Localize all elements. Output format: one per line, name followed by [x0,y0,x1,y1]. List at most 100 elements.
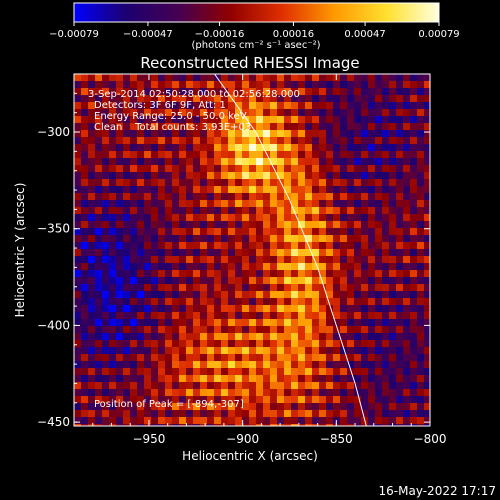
heatmap-cell [410,291,417,298]
heatmap-cell [256,144,263,151]
heatmap-cell [382,172,389,179]
heatmap-cell [270,361,277,368]
heatmap-cell [81,235,88,242]
heatmap-cell [74,235,81,242]
heatmap-cell [228,172,235,179]
heatmap-cell [291,116,298,123]
heatmap-cell [81,158,88,165]
heatmap-cell [137,403,144,410]
heatmap-cell [410,382,417,389]
heatmap-cell [200,193,207,200]
heatmap-cell [333,193,340,200]
heatmap-cell [291,130,298,137]
heatmap-cell [137,277,144,284]
heatmap-cell [326,333,333,340]
heatmap-cell [95,291,102,298]
heatmap-cell [109,74,116,81]
heatmap-cell [242,207,249,214]
heatmap-cell [74,284,81,291]
heatmap-cell [284,347,291,354]
heatmap-cell [270,102,277,109]
colorbar-tick-label: 0.00016 [273,29,314,40]
heatmap-cell [382,284,389,291]
heatmap-cell [193,74,200,81]
heatmap-cell [193,396,200,403]
heatmap-cell [228,165,235,172]
heatmap-cell [102,361,109,368]
heatmap-cell [263,228,270,235]
heatmap-cell [242,382,249,389]
heatmap-cell [144,333,151,340]
heatmap-cell [417,410,424,417]
heatmap-cell [389,88,396,95]
heatmap-cell [144,207,151,214]
heatmap-cell [130,319,137,326]
heatmap-cell [361,263,368,270]
heatmap-cell [326,200,333,207]
heatmap-cell [382,354,389,361]
heatmap-cell [151,214,158,221]
heatmap-cell [123,347,130,354]
heatmap-cell [179,235,186,242]
heatmap-cell [298,312,305,319]
heatmap-cell [312,340,319,347]
heatmap-cell [221,375,228,382]
heatmap-cell [375,88,382,95]
heatmap-cell [165,179,172,186]
heatmap-cell [354,263,361,270]
heatmap-cell [116,319,123,326]
heatmap-cell [375,298,382,305]
heatmap-cell [88,158,95,165]
heatmap-cell [221,368,228,375]
heatmap-cell [172,368,179,375]
heatmap-cell [263,375,270,382]
heatmap-cell [151,228,158,235]
heatmap-cell [375,102,382,109]
heatmap-cell [179,137,186,144]
heatmap-cell [340,263,347,270]
heatmap-cell [319,151,326,158]
heatmap-cell [312,95,319,102]
heatmap-cell [424,137,430,144]
heatmap-cell [179,354,186,361]
heatmap-cell [312,417,319,424]
heatmap-cell [417,312,424,319]
heatmap-cell [347,417,354,424]
heatmap-cell [172,305,179,312]
heatmap-cell [396,214,403,221]
heatmap-cell [214,256,221,263]
heatmap-cell [333,375,340,382]
heatmap-cell [102,396,109,403]
heatmap-cell [368,305,375,312]
heatmap-cell [382,312,389,319]
heatmap-cell [410,389,417,396]
heatmap-cell [319,214,326,221]
heatmap-cell [333,137,340,144]
heatmap-cell [242,88,249,95]
heatmap-cell [284,291,291,298]
heatmap-cell [340,172,347,179]
heatmap-cell [277,263,284,270]
heatmap-cell [368,319,375,326]
heatmap-cell [74,312,81,319]
heatmap-cell [116,179,123,186]
heatmap-cell [375,319,382,326]
heatmap-cell [137,144,144,151]
heatmap-cell [130,144,137,151]
heatmap-cell [305,340,312,347]
heatmap-cell [389,403,396,410]
heatmap-cell [144,256,151,263]
heatmap-cell [151,277,158,284]
heatmap-cell [214,319,221,326]
heatmap-cell [263,214,270,221]
heatmap-cell [186,284,193,291]
heatmap-cell [291,235,298,242]
heatmap-cell [137,130,144,137]
heatmap-cell [368,165,375,172]
heatmap-cell [179,305,186,312]
heatmap-cell [340,368,347,375]
heatmap-cell [424,193,430,200]
heatmap-cell [151,256,158,263]
heatmap-cell [389,298,396,305]
heatmap-cell [389,354,396,361]
